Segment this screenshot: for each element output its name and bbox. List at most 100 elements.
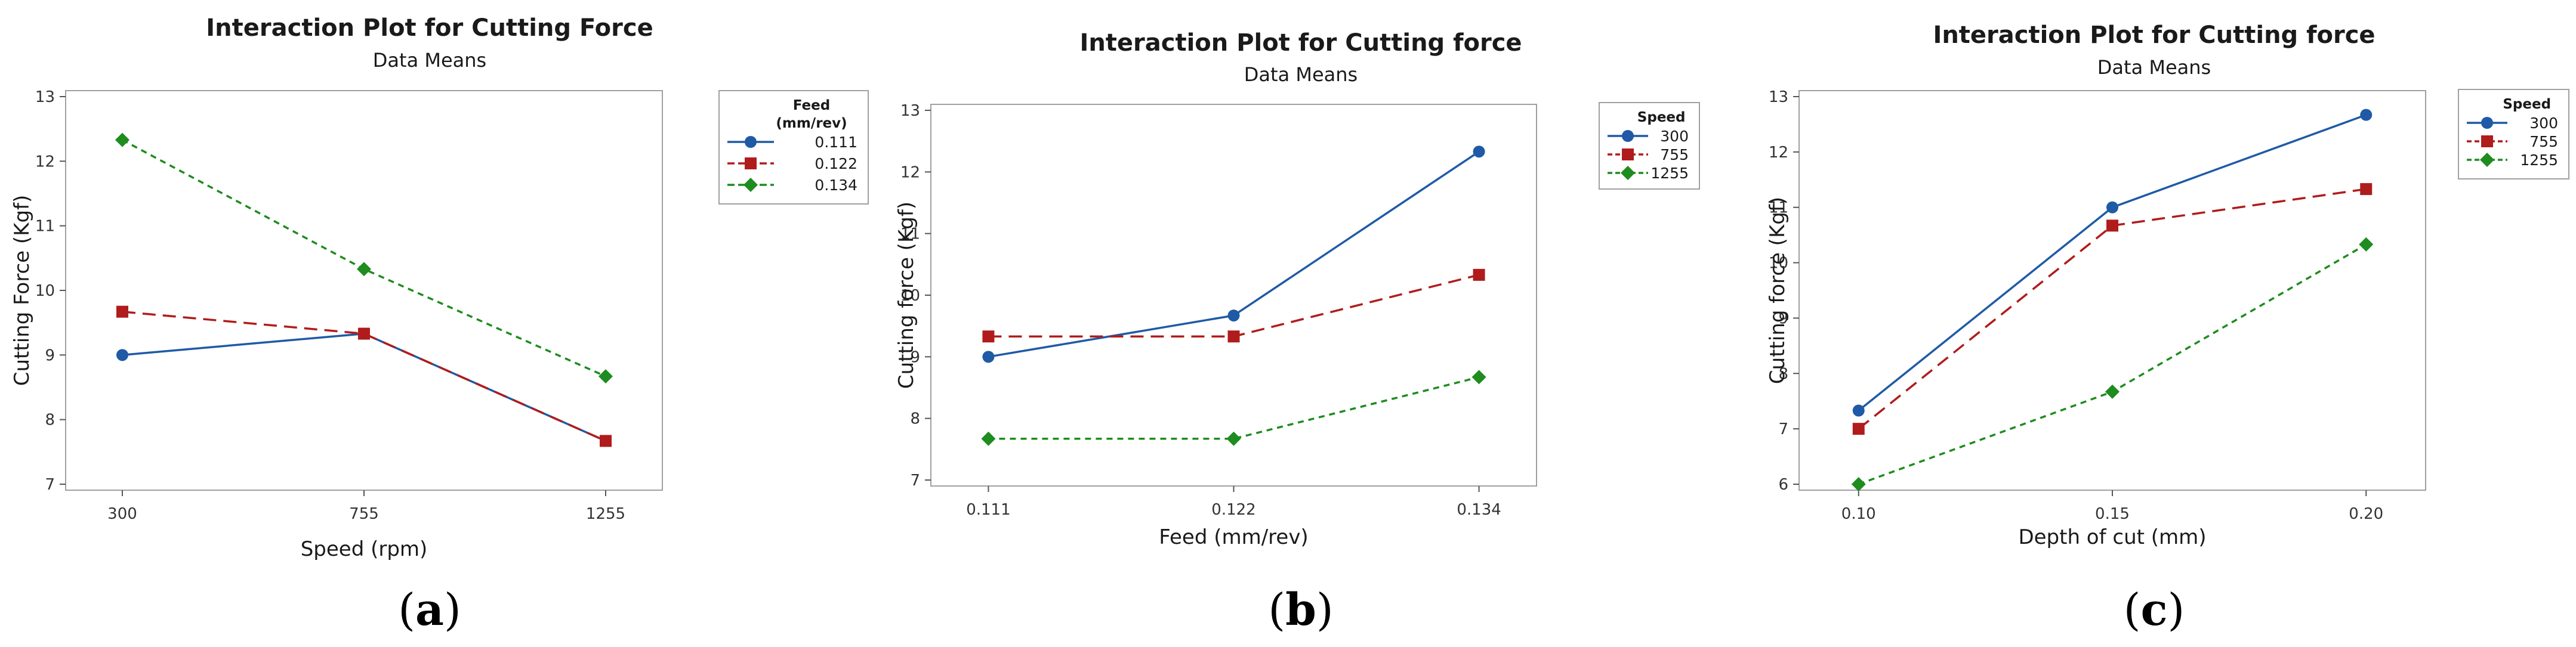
x-tick-label: 0.20 (2349, 505, 2383, 523)
x-tick-label: 0.10 (1841, 505, 1876, 523)
legend-box (1599, 102, 1700, 190)
y-tick-label: 7 (45, 476, 55, 494)
y-tick-label: 12 (1769, 144, 1788, 162)
x-tick-label: 300 (107, 505, 137, 523)
legend-label: 1255 (1651, 165, 1689, 182)
y-tick-label: 8 (45, 411, 55, 429)
chart-panel-c: Interaction Plot for Cutting force Data M… (1766, 21, 2569, 636)
data-point (1471, 370, 1486, 385)
plot-area (930, 104, 1537, 487)
x-tick-label: 1255 (586, 505, 625, 523)
x-tick-label: 0.134 (1457, 501, 1501, 519)
series-line (988, 376, 1480, 440)
chart-subtitle: Data Means (373, 49, 486, 72)
legend-title: Feed (793, 98, 830, 113)
y-tick-label: 9 (45, 346, 55, 364)
legend-label: 755 (2529, 133, 2558, 150)
data-point (2360, 183, 2373, 196)
y-axis-label: Cutting force (Kgf) (1766, 197, 1790, 384)
y-tick-label: 7 (910, 472, 920, 490)
data-point (116, 349, 128, 361)
chart-title: Interaction Plot for Cutting Force (206, 14, 653, 42)
data-point (115, 132, 129, 147)
panel-paren-close: ) (2168, 584, 2185, 636)
legend: Feed (mm/rev) 0.111 0.122 0.134 (718, 90, 869, 205)
y-tick-label: 10 (900, 287, 920, 305)
series-1255 (1851, 237, 2374, 491)
data-point (2106, 219, 2118, 232)
legend-swatch-marker (1621, 166, 1635, 180)
y-tick-label: 13 (900, 102, 920, 120)
legend-label: 755 (1660, 146, 1689, 163)
y-tick-label: 9 (910, 348, 920, 366)
panel-paren-close: ) (444, 584, 461, 636)
chart-title: Interaction Plot for Cutting force (1079, 29, 1522, 57)
y-tick-label: 12 (35, 153, 55, 171)
series-755 (1852, 183, 2373, 435)
data-point (1852, 404, 1865, 417)
series-755 (982, 268, 1485, 343)
legend-swatch-marker (745, 157, 757, 169)
legend-label: 0.111 (815, 134, 857, 151)
data-point (1852, 423, 1865, 435)
y-tick-label: 11 (35, 218, 55, 236)
legend-label: 1255 (2520, 151, 2558, 169)
series-0.134 (115, 132, 613, 384)
legend-title: (mm/rev) (776, 116, 847, 131)
legend-box (2458, 89, 2569, 179)
data-point (1226, 431, 1241, 446)
y-tick-label: 8 (910, 410, 920, 428)
data-point (116, 305, 128, 318)
data-point (2106, 201, 2118, 213)
data-point (358, 327, 370, 340)
data-point (600, 435, 612, 447)
panel-letter: b (1285, 584, 1316, 636)
plot-area (65, 90, 663, 491)
y-tick-label: 11 (1769, 199, 1788, 217)
y-tick-label: 13 (1769, 88, 1788, 106)
y-tick-label: 6 (1778, 476, 1788, 494)
panel-label: (c) (2124, 584, 2185, 636)
legend-swatch-marker (744, 178, 758, 192)
series-1255 (981, 370, 1486, 446)
panel-paren-close: ) (1316, 584, 1334, 636)
legend-swatch-marker (2481, 117, 2493, 129)
chart-panel-b: Interaction Plot for Cutting force Data M… (894, 29, 1700, 636)
x-axis-label: Feed (mm/rev) (1159, 525, 1308, 549)
legend-swatch-marker (1622, 130, 1634, 142)
panel-paren-open: ( (1268, 584, 1285, 636)
data-point (1473, 268, 1485, 281)
y-tick-label: 13 (35, 88, 55, 106)
y-tick-label: 9 (1778, 309, 1788, 327)
data-point (982, 351, 995, 363)
y-tick-label: 10 (35, 282, 55, 300)
legend-title: Speed (2503, 97, 2551, 112)
chart-subtitle: Data Means (2097, 56, 2211, 79)
x-axis-label: Depth of cut (mm) (2018, 525, 2206, 549)
legend-label: 300 (2529, 114, 2558, 132)
chart-title: Interaction Plot for Cutting force (1933, 21, 2375, 49)
chart-panel-a: Interaction Plot for Cutting Force Data M… (10, 14, 869, 636)
data-point (1851, 477, 1866, 491)
panel-letter: a (415, 584, 444, 636)
data-point (1227, 330, 1240, 343)
series-300 (1852, 109, 2373, 417)
legend-swatch-marker (2481, 135, 2493, 147)
panel-paren-open: ( (2124, 584, 2141, 636)
x-tick-label: 0.122 (1211, 501, 1255, 519)
legend-swatch-marker (2480, 153, 2494, 167)
legend-swatch-marker (1622, 148, 1634, 160)
legend-title: Speed (1637, 110, 1686, 125)
panel-letter: c (2140, 584, 2167, 636)
y-tick-label: 10 (1769, 255, 1788, 273)
x-tick-label: 0.15 (2095, 505, 2130, 523)
chart-subtitle: Data Means (1244, 63, 1358, 86)
data-point (357, 262, 371, 277)
data-point (981, 431, 996, 446)
series-300 (982, 146, 1485, 363)
data-point (2360, 109, 2373, 121)
y-tick-label: 7 (1778, 420, 1788, 438)
